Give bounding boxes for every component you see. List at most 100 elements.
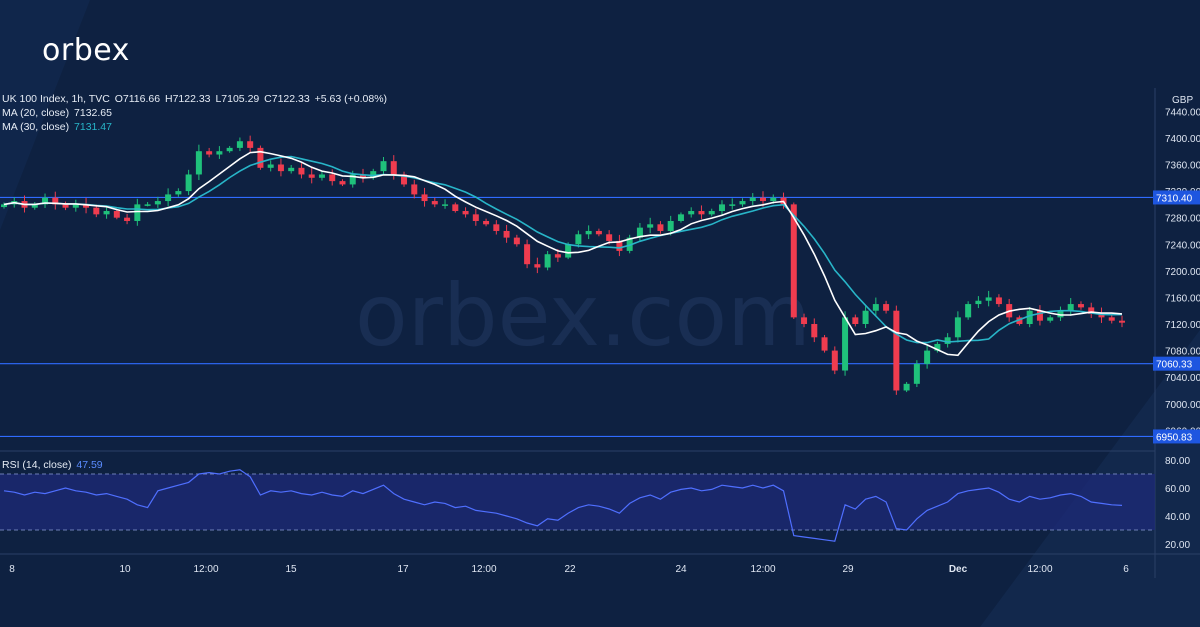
price-tick-label: 7240.00 bbox=[1165, 240, 1200, 251]
candle-body bbox=[934, 343, 941, 351]
candle-body bbox=[83, 204, 90, 208]
time-axis-label: 29 bbox=[842, 564, 854, 575]
candle-body bbox=[852, 317, 859, 325]
price-tick-label: 7080.00 bbox=[1165, 347, 1200, 358]
candle-body bbox=[913, 363, 920, 384]
rsi-tick-label: 80.00 bbox=[1165, 456, 1190, 467]
candle-body bbox=[729, 204, 736, 206]
high-value: H7122.33 bbox=[164, 93, 211, 105]
candle-body bbox=[267, 164, 274, 168]
candle-body bbox=[534, 264, 541, 268]
candle-body bbox=[975, 300, 982, 305]
candle-body bbox=[842, 317, 849, 371]
candle-body bbox=[31, 204, 38, 208]
low-value: L7105.29 bbox=[215, 93, 260, 105]
ma20-label: MA (20, close) bbox=[2, 107, 70, 119]
price-tick-label: 7120.00 bbox=[1165, 320, 1200, 331]
candle-body bbox=[1077, 304, 1084, 308]
candle-body bbox=[1057, 310, 1064, 318]
candle-body bbox=[872, 304, 879, 311]
candle-body bbox=[134, 204, 141, 221]
level-price-label: 6950.83 bbox=[1156, 432, 1193, 443]
price-tick-label: 7280.00 bbox=[1165, 214, 1200, 225]
candle-body bbox=[708, 211, 715, 215]
candle-body bbox=[175, 191, 182, 195]
candle-body bbox=[585, 230, 592, 235]
candle-body bbox=[216, 151, 223, 155]
candle-body bbox=[944, 337, 951, 344]
ma30-line bbox=[3, 155, 1123, 344]
candle-body bbox=[318, 174, 325, 178]
candle-body bbox=[452, 204, 459, 212]
candle-body bbox=[247, 141, 254, 148]
candle-body bbox=[493, 224, 500, 231]
candle-body bbox=[790, 204, 797, 318]
price-tick-label: 7400.00 bbox=[1165, 134, 1200, 145]
candle-body bbox=[565, 244, 572, 258]
candle-body bbox=[595, 230, 602, 235]
level-price-badge bbox=[1153, 429, 1200, 444]
candle-body bbox=[831, 350, 838, 371]
candle-body bbox=[401, 174, 408, 185]
candle-body bbox=[206, 151, 213, 155]
candle-body bbox=[288, 167, 295, 172]
candle-body bbox=[770, 197, 777, 202]
time-axis-label: 24 bbox=[675, 564, 687, 575]
time-axis-label: 12:00 bbox=[1027, 564, 1052, 575]
candle-body bbox=[349, 174, 356, 185]
candle-body bbox=[616, 240, 623, 251]
rsi-band bbox=[0, 474, 1155, 530]
ma20-line bbox=[3, 150, 1123, 357]
candle-body bbox=[760, 197, 767, 202]
candle-body bbox=[462, 211, 469, 215]
candle-body bbox=[472, 214, 479, 221]
candle-body bbox=[513, 237, 520, 245]
price-tick-label: 7360.00 bbox=[1165, 160, 1200, 171]
candle-body bbox=[677, 214, 684, 221]
candle-body bbox=[544, 254, 551, 268]
candle-body bbox=[1067, 304, 1074, 311]
price-tick-label: 7000.00 bbox=[1165, 400, 1200, 411]
candle-body bbox=[924, 350, 931, 364]
candle-body bbox=[411, 184, 418, 195]
candle-body bbox=[698, 211, 705, 215]
candle-body bbox=[236, 141, 243, 148]
candle-body bbox=[72, 204, 79, 208]
candle-body bbox=[62, 204, 69, 208]
candle-body bbox=[483, 220, 490, 225]
candle-body bbox=[636, 227, 643, 238]
candle-body bbox=[647, 224, 654, 228]
time-axis-label: 12:00 bbox=[471, 564, 496, 575]
candle-body bbox=[965, 304, 972, 318]
candle-body bbox=[749, 197, 756, 202]
candle-body bbox=[995, 297, 1002, 305]
candle-body bbox=[1088, 307, 1095, 315]
candle-body bbox=[1047, 317, 1054, 321]
candle-body bbox=[421, 194, 428, 202]
ma30-label: MA (30, close) bbox=[2, 121, 70, 133]
candle-body bbox=[821, 337, 828, 351]
candle-body bbox=[442, 204, 449, 206]
time-axis-label: 10 bbox=[119, 564, 131, 575]
rsi-tick-label: 40.00 bbox=[1165, 512, 1190, 523]
decor-shape bbox=[0, 0, 90, 230]
open-value: O7116.66 bbox=[114, 93, 161, 105]
orbex-logo: orbex bbox=[42, 33, 130, 68]
level-price-label: 7310.40 bbox=[1156, 193, 1193, 204]
candle-body bbox=[52, 197, 59, 205]
candle-body bbox=[554, 254, 561, 258]
rsi-legend: RSI (14, close) 47.59 bbox=[2, 459, 105, 471]
candle-body bbox=[1108, 317, 1115, 321]
candle-body bbox=[657, 224, 664, 231]
candle-body bbox=[883, 304, 890, 311]
change-value: +5.63 (+0.08%) bbox=[314, 93, 388, 105]
candle-body bbox=[626, 237, 633, 251]
candle-body bbox=[185, 174, 192, 192]
level-price-label: 7060.33 bbox=[1156, 360, 1193, 371]
candle-body bbox=[903, 383, 910, 391]
rsi-tick-label: 60.00 bbox=[1165, 484, 1190, 495]
price-tick-label: 7040.00 bbox=[1165, 373, 1200, 384]
candle-body bbox=[1098, 314, 1105, 318]
